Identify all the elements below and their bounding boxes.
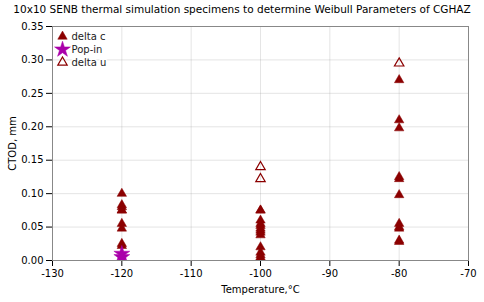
svg-text:0.25: 0.25 [21, 88, 43, 99]
svg-text:0.00: 0.00 [21, 255, 43, 266]
svg-text:0.20: 0.20 [21, 121, 43, 132]
svg-text:-120: -120 [110, 268, 133, 279]
svg-text:-90: -90 [322, 268, 338, 279]
svg-text:0.35: 0.35 [21, 21, 43, 32]
svg-text:-130: -130 [41, 268, 64, 279]
svg-text:Pop-in: Pop-in [72, 44, 103, 55]
svg-text:-110: -110 [180, 268, 203, 279]
svg-text:CTOD, mm: CTOD, mm [7, 116, 18, 171]
svg-text:0.05: 0.05 [21, 221, 43, 232]
svg-text:-80: -80 [391, 268, 407, 279]
svg-text:-100: -100 [249, 268, 272, 279]
svg-text:delta c: delta c [72, 31, 106, 42]
svg-text:delta u: delta u [72, 57, 107, 68]
svg-text:0.10: 0.10 [21, 188, 43, 199]
svg-text:-70: -70 [460, 268, 476, 279]
svg-text:0.30: 0.30 [21, 54, 43, 65]
svg-text:0.15: 0.15 [21, 154, 43, 165]
svg-text:Temperature,°C: Temperature,°C [220, 284, 300, 295]
html-text:10x10 SENB thermal simulation: 10x10 SENB thermal simulation specimens … [13, 3, 471, 15]
